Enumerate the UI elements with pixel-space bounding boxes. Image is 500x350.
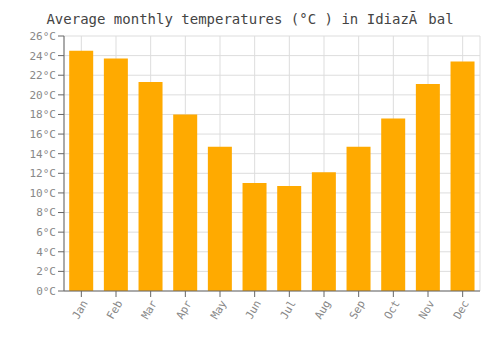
- svg-text:0°C: 0°C: [36, 285, 56, 298]
- svg-text:Aug: Aug: [312, 298, 333, 322]
- svg-text:Nov: Nov: [416, 298, 437, 322]
- svg-text:26°C: 26°C: [30, 30, 57, 43]
- svg-text:6°C: 6°C: [36, 226, 56, 239]
- svg-text:May: May: [208, 298, 229, 322]
- svg-text:12°C: 12°C: [30, 167, 57, 180]
- html-text:Average monthly temperatures (: Average monthly temperatures (°C ) in Id…: [46, 11, 454, 27]
- svg-text:Mar: Mar: [139, 298, 160, 322]
- svg-text:Jan: Jan: [69, 298, 90, 322]
- svg-text:Sep: Sep: [347, 298, 368, 322]
- svg-text:24°C: 24°C: [30, 50, 57, 63]
- svg-text:Jun: Jun: [243, 298, 264, 322]
- svg-text:Apr: Apr: [173, 298, 194, 322]
- svg-text:14°C: 14°C: [30, 148, 57, 161]
- svg-text:Jul: Jul: [277, 298, 298, 322]
- svg-text:22°C: 22°C: [30, 69, 57, 82]
- svg-text:Oct: Oct: [381, 298, 402, 322]
- svg-text:10°C: 10°C: [30, 187, 57, 200]
- svg-text:20°C: 20°C: [30, 89, 57, 102]
- svg-text:4°C: 4°C: [36, 246, 56, 259]
- svg-text:Dec: Dec: [451, 298, 472, 322]
- svg-text:Feb: Feb: [104, 298, 125, 322]
- svg-text:18°C: 18°C: [30, 108, 57, 121]
- svg-text:2°C: 2°C: [36, 265, 56, 278]
- svg-text:16°C: 16°C: [30, 128, 57, 141]
- svg-text:8°C: 8°C: [36, 206, 56, 219]
